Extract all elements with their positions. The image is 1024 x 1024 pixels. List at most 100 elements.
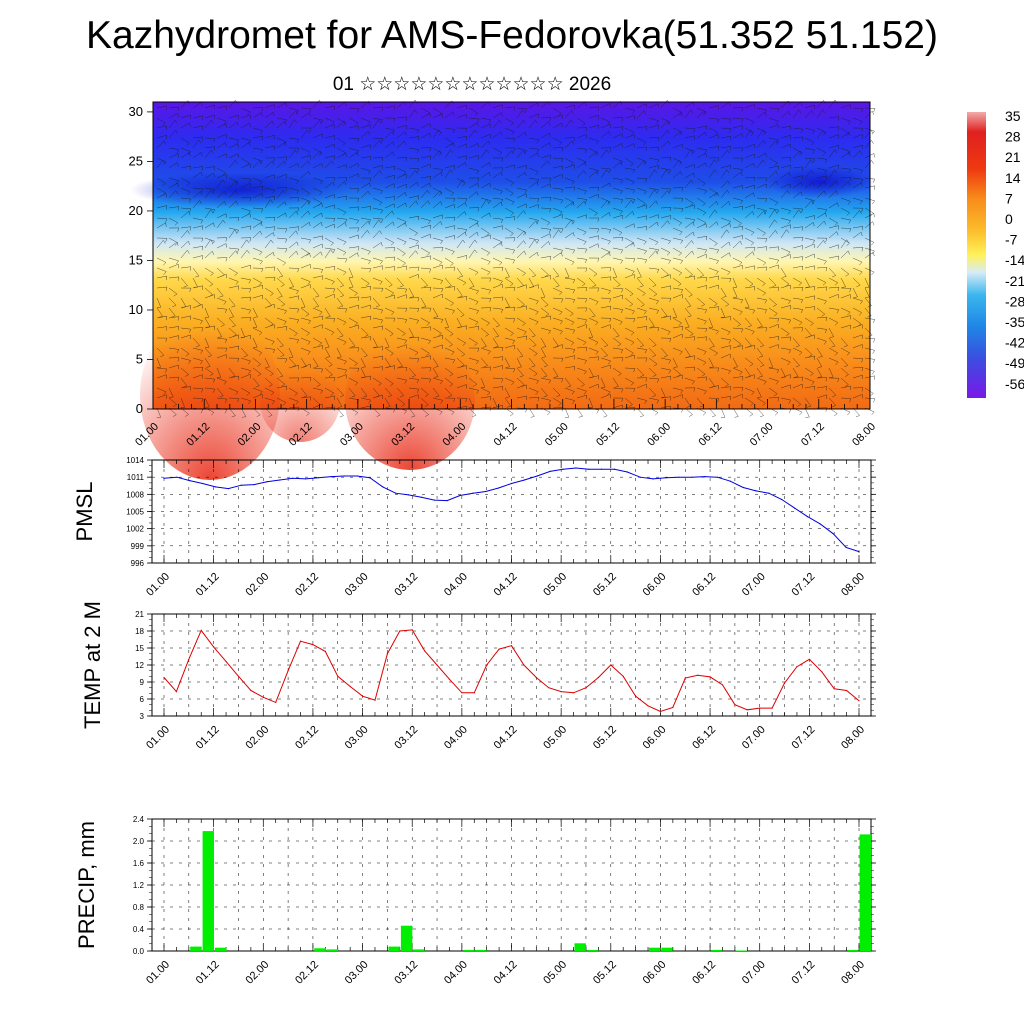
wind-barb [492, 147, 503, 156]
wind-barb [480, 357, 489, 368]
wind-barb [756, 266, 768, 271]
pmsl-point [716, 476, 719, 478]
wind-barb [228, 277, 239, 285]
wind-barb [192, 267, 200, 278]
wind-barb [516, 187, 528, 194]
wind-barb [816, 316, 828, 322]
wind-barb [396, 327, 406, 337]
wind-barb [204, 377, 216, 383]
wind-barb [168, 387, 174, 398]
wind-barb [432, 344, 443, 349]
wind-barb [540, 154, 551, 160]
wind-barb [612, 100, 623, 109]
wind-barb [684, 172, 695, 179]
wind-barb [528, 204, 539, 209]
wind-barb [288, 210, 299, 219]
wind-barb [288, 207, 300, 212]
wind-barb [768, 297, 778, 307]
wind-barb [384, 327, 394, 337]
wind-barb [396, 124, 407, 130]
wind-barb [624, 287, 634, 297]
wind-barb [792, 347, 803, 356]
temp-point [362, 695, 364, 697]
wind-barb [216, 219, 226, 229]
wind-barb [384, 277, 393, 287]
wind-barb [804, 147, 816, 154]
wind-barb [252, 393, 263, 399]
wind-barb [648, 337, 657, 348]
wind-barb [828, 231, 839, 239]
wind-barb [168, 347, 180, 354]
wind-barb [732, 337, 742, 347]
wind-barb [600, 305, 612, 311]
wind-barb [456, 239, 466, 249]
temp-point [498, 648, 500, 650]
wind-barb [360, 100, 371, 109]
wind-barb [372, 165, 383, 170]
wind-barb [684, 164, 695, 169]
wind-barb [456, 135, 468, 141]
wind-barb [804, 159, 814, 169]
wind-barb [648, 221, 659, 229]
wind-barb [720, 395, 732, 401]
wind-barb [360, 144, 371, 149]
wind-barb [216, 153, 227, 159]
wind-barb [444, 327, 454, 337]
wind-barb [336, 297, 344, 308]
wind-barb [204, 237, 215, 245]
wind-barb [648, 357, 658, 367]
wind-barb [504, 150, 514, 159]
wind-barb [468, 307, 480, 315]
wind-barb [564, 297, 576, 304]
wind-barb [672, 277, 682, 287]
wind-barb [720, 201, 731, 209]
wind-barb [288, 230, 298, 239]
wind-barb [432, 327, 442, 337]
wind-barb [864, 297, 872, 308]
cs-ytick-label: 20 [129, 203, 143, 218]
wind-barb [852, 287, 858, 298]
wind-barb [564, 337, 575, 346]
wind-barb [312, 377, 321, 387]
wind-barb [780, 143, 791, 149]
wind-barb [372, 119, 382, 129]
pmsl-point [446, 500, 448, 502]
wind-barb [816, 175, 828, 180]
wind-barb [312, 243, 323, 249]
colorbar-label: -7 [1005, 232, 1018, 248]
wind-barb [396, 317, 408, 324]
wind-barb [252, 407, 261, 417]
wind-barb [552, 137, 563, 146]
wind-barb [420, 200, 430, 209]
wind-barb [312, 324, 323, 329]
temp-point [734, 704, 736, 706]
pmsl-point [485, 490, 487, 493]
wind-barb [384, 221, 395, 229]
panel-frame [151, 613, 872, 717]
wind-barb [528, 217, 540, 224]
wind-barb [588, 383, 599, 389]
pmsl-point [652, 478, 654, 480]
pmsl-point [189, 480, 191, 482]
wind-barb [372, 257, 384, 265]
wind-barb [540, 307, 550, 317]
wind-barb [444, 377, 454, 387]
wind-barb [516, 227, 527, 236]
wind-barb [612, 247, 624, 254]
wind-barb [480, 161, 491, 169]
wind-barb [672, 187, 684, 192]
temp-point [647, 705, 649, 707]
wind-barb [396, 237, 407, 246]
wind-barb [564, 307, 574, 317]
wind-barb [564, 267, 570, 278]
wind-barb [408, 250, 418, 259]
wind-barb [660, 169, 670, 179]
wind-barb [636, 337, 645, 348]
wind-barb [432, 264, 443, 270]
wind-barb [192, 317, 203, 325]
wind-barb [552, 367, 559, 378]
pmsl-point [240, 484, 242, 486]
wind-barb [192, 327, 204, 332]
wind-barb [768, 317, 780, 323]
wind-barb [396, 344, 407, 349]
